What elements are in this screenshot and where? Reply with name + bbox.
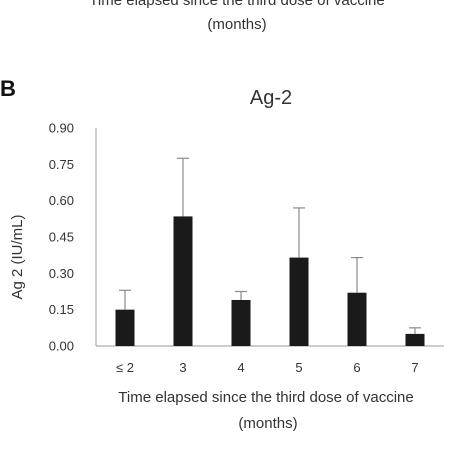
x-tick-label: 3 (179, 360, 186, 375)
bar (405, 333, 425, 346)
y-tick-label: 0.75 (49, 157, 74, 172)
axes (95, 128, 444, 347)
bar (347, 292, 367, 346)
x-tick-labels: ≤ 2 3 4 5 6 7 (116, 360, 419, 375)
y-tick-label: 0.00 (49, 339, 74, 354)
bar (115, 309, 135, 346)
bar (173, 216, 193, 346)
y-tick-label: 0.30 (49, 266, 74, 281)
x-axis-title-line2: (months) (238, 415, 297, 432)
y-tick-label: 0.15 (49, 302, 74, 317)
y-axis-title: Ag 2 (IU/mL) (9, 214, 26, 299)
y-tick-label: 0.90 (49, 121, 74, 136)
x-tick-label: 6 (353, 360, 360, 375)
y-tick-label: 0.45 (49, 230, 74, 245)
panel-letter: B (0, 76, 16, 101)
x-tick-label: 5 (295, 360, 302, 375)
chart-title: Ag-2 (250, 87, 292, 109)
x-tick-label: 7 (411, 360, 418, 375)
bar (231, 299, 251, 346)
previous-panel-xlabel-line1: Time elapsed since the third dose of vac… (89, 0, 385, 9)
error-bars (119, 157, 421, 334)
y-tick-label: 0.60 (49, 193, 74, 208)
x-tick-label: ≤ 2 (116, 360, 134, 375)
x-tick-label: 4 (237, 360, 244, 375)
bars (115, 216, 425, 346)
bar (289, 257, 309, 346)
previous-panel-xlabel-line2: (months) (207, 16, 267, 33)
x-axis-title-line1: Time elapsed since the third dose of vac… (118, 389, 413, 406)
y-tick-labels: 0.00 0.15 0.30 0.45 0.60 0.75 0.90 (49, 121, 74, 354)
